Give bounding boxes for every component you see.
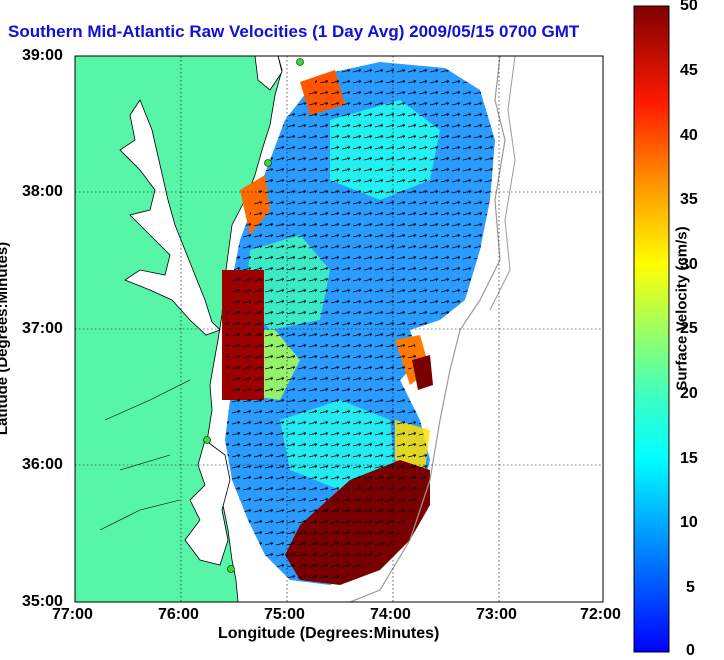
- chesapeake-bay: [119, 99, 221, 336]
- y-tick-label: 37:00: [22, 320, 63, 337]
- x-tick-label: 75:00: [264, 606, 305, 623]
- shelf-break-contour: [349, 56, 506, 602]
- colorbar-tick-label: 0: [686, 642, 695, 659]
- x-tick-label: 76:00: [158, 606, 199, 623]
- x-tick-label: 72:00: [580, 606, 621, 623]
- radar-station-marker: [296, 58, 304, 66]
- y-tick-label: 35:00: [22, 593, 63, 610]
- radar-station-marker: [264, 159, 272, 167]
- plot-title: Southern Mid-Atlantic Raw Velocities (1 …: [8, 22, 580, 41]
- x-axis-label: Longitude (Degrees:Minutes): [218, 625, 440, 642]
- delaware-bay: [254, 56, 283, 91]
- x-tick-label: 73:00: [476, 606, 517, 623]
- colorbar-tick-label: 35: [680, 191, 698, 208]
- colorbar-tick-label: 10: [680, 514, 698, 531]
- cape-hatteras-core: [412, 355, 433, 390]
- y-axis-label: Latitude (Degrees:Minutes): [0, 241, 12, 436]
- colorbar-tick-label: 25: [680, 320, 698, 337]
- deep-contour: [489, 56, 516, 311]
- colorbar-tick-label: 50: [680, 0, 698, 14]
- y-tick-label: 39:00: [22, 47, 63, 64]
- colorbar-tick-label: 5: [686, 579, 695, 596]
- land-mass: [75, 56, 283, 602]
- colorbar-tick-label: 45: [680, 62, 698, 79]
- gridlines: [75, 56, 603, 602]
- y-tick-label: 36:00: [22, 456, 63, 473]
- radar-station-marker: [227, 565, 235, 573]
- colorbar-tick-label: 15: [680, 450, 698, 467]
- velocity-vectors: [225, 62, 495, 585]
- radar-station-marker: [203, 436, 211, 444]
- x-tick-label: 77:00: [52, 606, 93, 623]
- pamlico-sound: [184, 439, 231, 566]
- colorbar: [633, 5, 670, 653]
- colorbar-label: Surface Velocity (cm/s): [673, 226, 691, 391]
- colorbar-tick-label: 40: [680, 127, 698, 144]
- colorbar-tick-label: 30: [680, 256, 698, 273]
- plot-frame: [74, 55, 604, 603]
- y-tick-label: 38:00: [22, 183, 63, 200]
- colorbar-tick-label: 20: [680, 385, 698, 402]
- x-tick-label: 74:00: [370, 606, 411, 623]
